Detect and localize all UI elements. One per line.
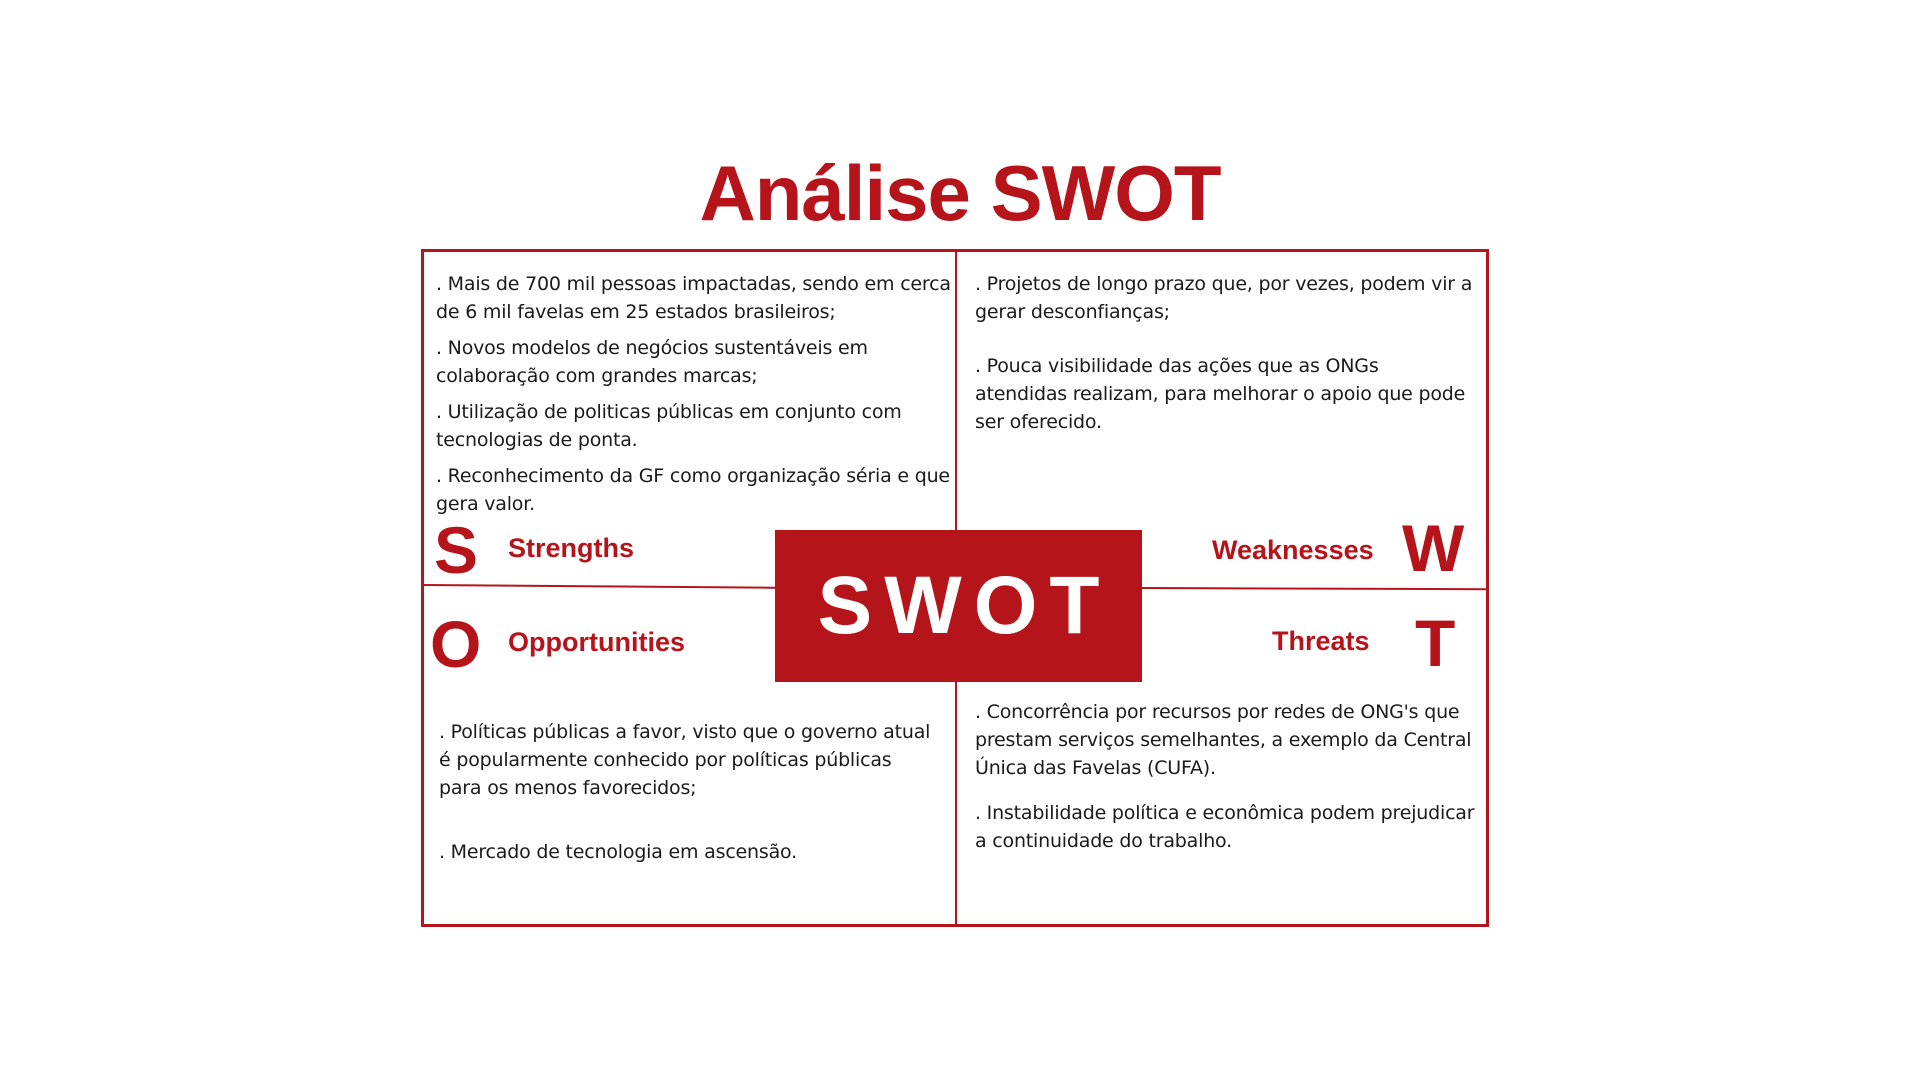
strengths-label: Strengths [508,533,635,563]
weaknesses-label: Weaknesses [1212,535,1374,565]
weaknesses-item: . Pouca visibilidade das ações que as ON… [975,355,1466,433]
strengths-item: . Utilização de politicas públicas em co… [436,401,902,451]
threats-letter: T [1415,606,1456,680]
strengths-letter: S [434,513,479,587]
threats-item: . Concorrência por recursos por redes de… [975,701,1472,779]
strengths-list: . Mais de 700 mil pessoas impactadas, se… [436,270,951,518]
page-title: Análise SWOT [699,149,1221,237]
strengths-item: . Novos modelos de negócios sustentáveis… [436,337,868,387]
weaknesses-letter: W [1402,511,1465,585]
threats-list: . Concorrência por recursos por redes de… [975,698,1480,855]
swot-center-label: SWOT [817,560,1112,651]
opportunities-item: . Mercado de tecnologia em ascensão. [439,841,797,863]
strengths-item: . Reconhecimento da GF como organização … [436,465,950,515]
swot-center-box: SWOT [775,530,1142,682]
opportunities-list: . Políticas públicas a favor, visto que … [439,718,939,866]
threats-label: Threats [1272,626,1370,656]
opportunities-letter: O [430,607,482,681]
threats-item: . Instabilidade política e econômica pod… [975,802,1475,852]
opportunities-item: . Políticas públicas a favor, visto que … [439,721,931,799]
opportunities-label: Opportunities [508,627,685,657]
weaknesses-item: . Projetos de longo prazo que, por vezes… [975,273,1473,323]
strengths-item: . Mais de 700 mil pessoas impactadas, se… [436,273,951,323]
weaknesses-list: . Projetos de longo prazo que, por vezes… [975,270,1475,436]
